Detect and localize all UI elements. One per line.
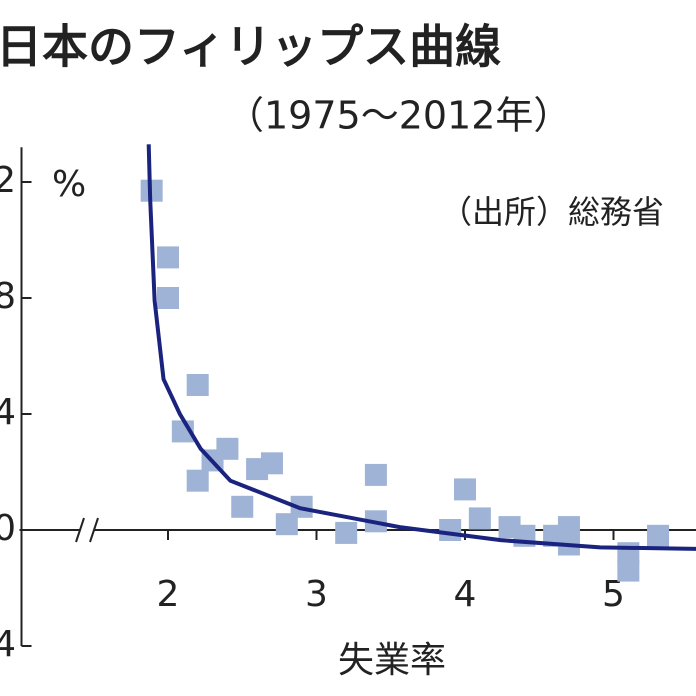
y-tick-label: 4 (0, 392, 16, 433)
point (157, 246, 179, 269)
x-tick-label: 3 (305, 574, 328, 615)
chart-title: 日本のフィリップス曲線 (0, 20, 501, 74)
x-tick-label: 4 (454, 574, 477, 615)
fit-curve (146, 144, 696, 551)
y-tick-label: 12 (0, 160, 16, 201)
point (647, 524, 670, 547)
x-axis-label: 失業率 (338, 640, 446, 681)
point (186, 374, 209, 396)
source: （出所）総務省 (440, 193, 664, 231)
y-tick-label: -4 (0, 624, 16, 665)
x-tick-label: 5 (602, 574, 625, 615)
point (231, 495, 254, 518)
y-tick-label: 0 (0, 508, 16, 549)
point (439, 519, 462, 541)
point (454, 478, 476, 501)
chart-subtitle: （1975〜2012年） (226, 94, 571, 138)
point (364, 463, 387, 486)
x-tick-label: 2 (157, 574, 180, 615)
point (216, 437, 239, 460)
point (617, 559, 640, 582)
point (335, 521, 358, 544)
point (468, 507, 491, 530)
point (157, 287, 179, 309)
point (260, 452, 283, 475)
point (557, 516, 580, 539)
y-unit: % (52, 164, 86, 205)
y-tick-label: 8 (0, 276, 16, 317)
point (275, 513, 298, 536)
point (186, 469, 209, 492)
